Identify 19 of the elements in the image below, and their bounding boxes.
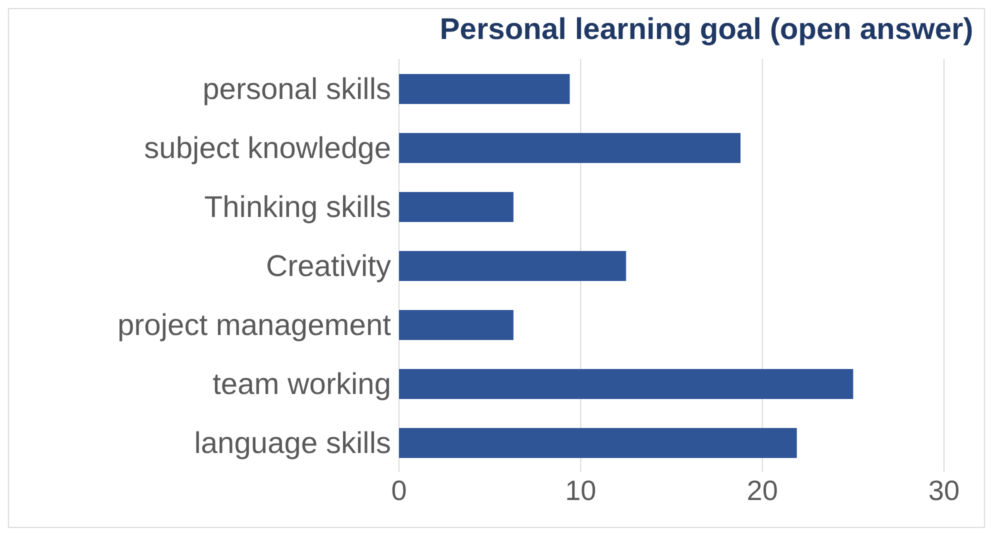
x-tick-label: 20 <box>746 474 778 506</box>
x-tick-label: 0 <box>391 474 407 506</box>
y-tick-label: Thinking skills <box>204 191 391 224</box>
y-tick-label: Creativity <box>266 250 391 284</box>
bar <box>399 74 570 104</box>
y-tick-label: project management <box>118 309 392 342</box>
bar <box>399 310 514 340</box>
x-tick-label: 30 <box>928 474 960 506</box>
bar <box>399 133 741 163</box>
bar <box>399 251 626 281</box>
bar <box>399 428 797 458</box>
y-tick-label: language skills <box>194 427 391 460</box>
bar <box>399 192 514 222</box>
y-tick-label: personal skills <box>202 73 391 106</box>
bar <box>399 369 854 399</box>
chart-title: Personal learning goal (open answer) <box>438 13 974 47</box>
y-tick-label: team working <box>212 368 391 402</box>
x-tick-label: 10 <box>565 474 596 506</box>
y-tick-label: subject knowledge <box>144 132 391 166</box>
